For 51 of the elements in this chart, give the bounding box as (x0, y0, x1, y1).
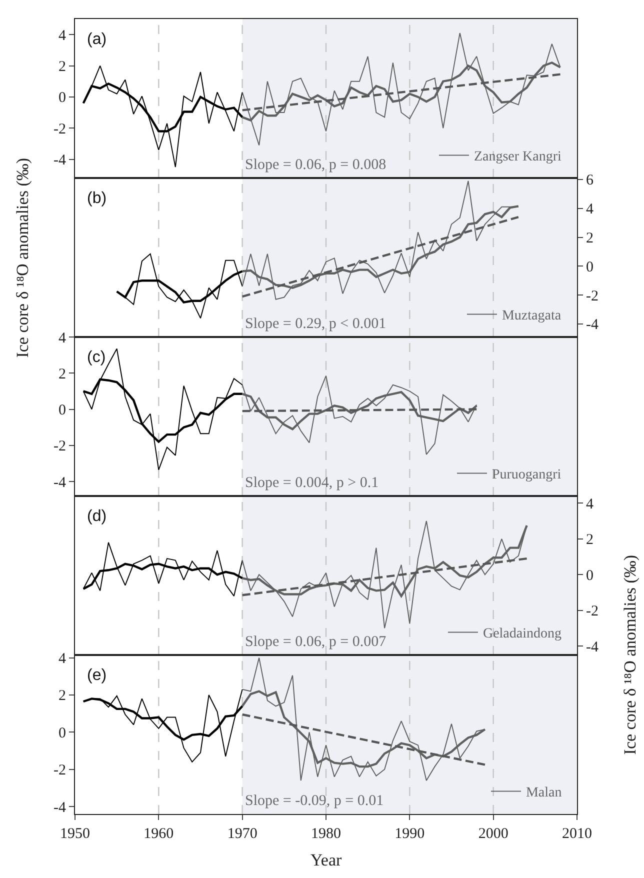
y2-tick-label: 2 (586, 230, 594, 247)
annotation: Slope = 0.29, p < 0.001 (245, 316, 386, 332)
y2-tick-label: -4 (586, 317, 599, 334)
y-tick-label: 4 (58, 28, 66, 44)
annotation: (b) (87, 190, 107, 207)
legend-label: Puruogangri (492, 468, 562, 483)
x-tick-label: 2010 (562, 826, 592, 842)
y-axis-title: Ice core δ ¹⁸O anomalies (‰) (12, 158, 32, 358)
y-tick-label: -2 (54, 762, 66, 779)
y-tick-label: 2 (58, 688, 66, 704)
x-tick-label: 1980 (311, 826, 341, 842)
legend-label: Zangser Kangri (474, 150, 562, 165)
annotation: Slope = 0.06, p = 0.007 (245, 634, 387, 650)
y-tick-label: -4 (54, 800, 66, 816)
y2-tick-label: 6 (586, 172, 594, 189)
y2-tick-label: 4 (586, 202, 594, 218)
y2-tick-label: 4 (586, 496, 594, 512)
x-tick-label: 1990 (394, 826, 425, 842)
y-tick-label: 4 (58, 651, 66, 668)
annotation: Slope = 0.004, p > 0.1 (245, 475, 379, 491)
y2-axis-title: Ice core δ ¹⁸O anomalies (‰) (620, 554, 640, 755)
y-tick-label: 2 (58, 366, 66, 382)
x-tick-label: 1970 (227, 826, 258, 842)
y-tick-label: -4 (54, 152, 66, 169)
annotation: Slope = -0.09, p = 0.01 (245, 793, 384, 809)
annotation: (c) (87, 349, 106, 366)
y2-tick-label: -2 (586, 288, 598, 304)
x-tick-label: 2000 (478, 826, 508, 842)
y-tick-label: 4 (58, 330, 66, 346)
annotation: Slope = 0.06, p = 0.008 (245, 157, 386, 173)
legend-label: Geladaindong (482, 626, 562, 642)
annotation: (d) (87, 508, 107, 525)
x-tick-label: 1950 (60, 826, 90, 842)
y-tick-label: -2 (54, 121, 66, 138)
y-tick-label: 0 (58, 725, 66, 742)
y2-tick-label: -2 (586, 604, 598, 620)
y-tick-label: 0 (58, 402, 66, 419)
y-tick-label: -4 (54, 474, 66, 491)
y-tick-label: 2 (58, 59, 66, 76)
legend-label: Muztagata (502, 308, 562, 324)
y2-tick-label: -4 (586, 639, 599, 656)
y2-tick-label: 2 (586, 532, 594, 548)
y-tick-label: 0 (58, 90, 66, 106)
y-tick-label: -2 (54, 438, 66, 455)
y2-tick-label: 0 (586, 568, 594, 584)
x-tick-label: 1960 (144, 826, 174, 842)
y2-tick-label: 0 (586, 259, 594, 276)
annotation: (a) (87, 31, 107, 48)
annotation: (e) (87, 667, 107, 684)
legend-label: Malan (526, 786, 562, 801)
x-axis-title: Year (310, 850, 342, 870)
